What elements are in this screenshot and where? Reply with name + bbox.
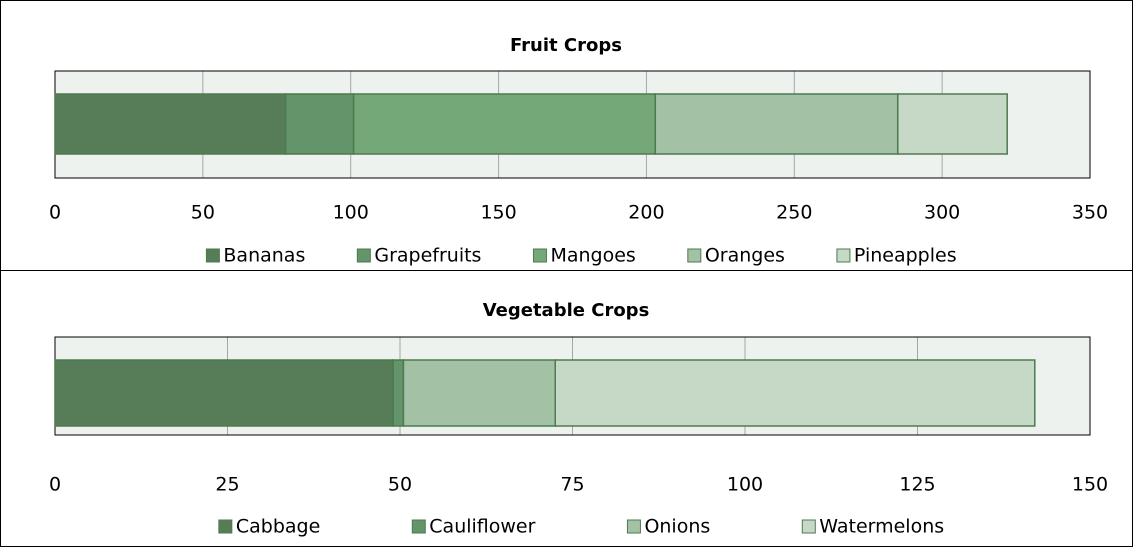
x-tick-label: 100 <box>333 202 369 224</box>
x-tick-label: 0 <box>49 474 61 496</box>
legend-label: Mangoes <box>550 245 635 267</box>
legend-label: Cabbage <box>236 516 320 538</box>
legend-label: Grapefruits <box>374 245 481 267</box>
legend-swatch <box>218 519 233 534</box>
x-tick-label: 75 <box>560 474 584 496</box>
x-tick-label: 50 <box>191 202 215 224</box>
chart-title: Fruit Crops <box>510 35 622 56</box>
legend-swatch <box>801 519 816 534</box>
legend-swatch <box>626 519 641 534</box>
bar-segment <box>352 93 657 155</box>
legend-label: Oranges <box>705 245 785 267</box>
x-tick-label: 0 <box>49 202 61 224</box>
x-tick-label: 50 <box>388 474 412 496</box>
bar-segment <box>897 93 1008 155</box>
bar-segment <box>54 359 394 427</box>
legend-swatch <box>205 248 220 263</box>
bar-segment <box>554 359 1036 427</box>
bar-segment <box>402 359 557 427</box>
legend-swatch <box>687 248 702 263</box>
legend-swatch <box>836 248 851 263</box>
x-tick-label: 200 <box>628 202 664 224</box>
bar-segment <box>392 359 405 427</box>
x-tick-label: 150 <box>1072 474 1108 496</box>
x-tick-label: 300 <box>924 202 960 224</box>
legend-label: Pineapples <box>854 245 957 267</box>
legend-label: Watermelons <box>819 516 944 538</box>
chart-title: Vegetable Crops <box>483 300 650 321</box>
x-tick-label: 125 <box>899 474 935 496</box>
x-tick-label: 350 <box>1072 202 1108 224</box>
legend-label: Onions <box>644 516 710 538</box>
x-tick-label: 25 <box>215 474 239 496</box>
bar-segment <box>654 93 899 155</box>
bar-segment <box>284 93 355 155</box>
legend-label: Bananas <box>223 245 305 267</box>
legend-swatch <box>411 519 426 534</box>
legend-label: Cauliflower <box>429 516 535 538</box>
x-tick-label: 100 <box>727 474 763 496</box>
bar-segment <box>54 93 287 155</box>
legend-swatch <box>532 248 547 263</box>
x-tick-label: 150 <box>480 202 516 224</box>
x-tick-label: 250 <box>776 202 812 224</box>
legend-swatch <box>356 248 371 263</box>
